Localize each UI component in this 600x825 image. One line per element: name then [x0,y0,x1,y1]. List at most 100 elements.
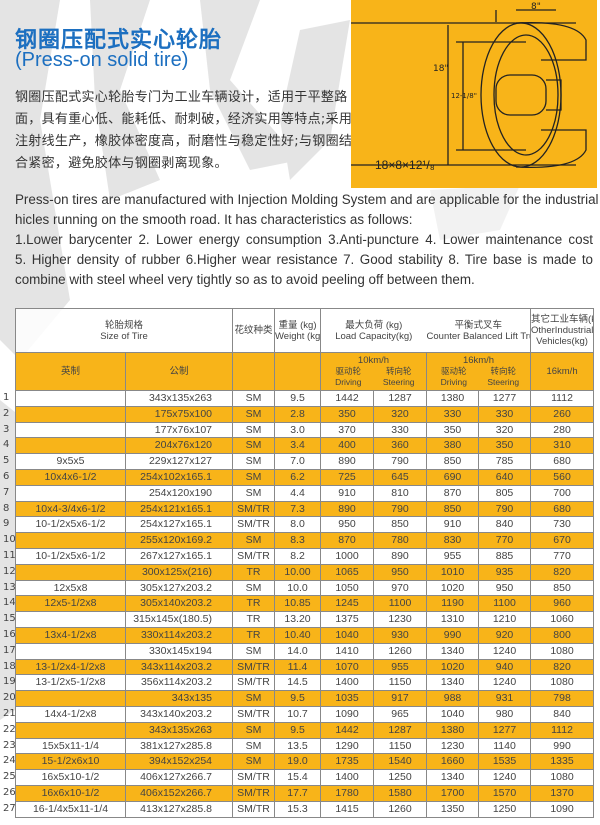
driving-label: 驱动轮 [335,365,362,376]
table-row: 330x145x194 SM 14.0 1410 1260 1340 1240 1080 [15,642,595,660]
imperial-header: 英制 [15,352,126,391]
imperial-size-cell [15,390,126,407]
metric-size-cell: 254x127x165.1 [125,516,233,534]
weight-cell: 15.3 [274,800,321,818]
description-line: combine with steel wheel very tightly so… [15,272,475,287]
lift-steering-cell: 940 [478,658,532,676]
weight-cell: 4.4 [274,484,321,502]
imperial-size-cell [15,721,126,739]
outer-diameter-label: 18" [433,64,449,74]
width-dimension-label: 8" [531,2,541,12]
speed-10-header: 10km/h 驱动轮 转向轮 Driving Steering [319,352,428,391]
lift-steering-cell: 805 [478,484,532,502]
table-row: 12x5x8 305x127x203.2 SM 10.0 1050 970 1020 950 8… [15,579,595,597]
other-vehicles-cell: 1112 [530,721,595,739]
metric-size-cell: 175x75x100 [125,405,233,423]
metric-size-cell: 394x152x254 [125,753,233,771]
load-steering-cell: 645 [372,468,428,486]
table-row: 16x6x10-1/2 406x152x266.7 SM/TR 17.7 1780 158… [15,784,595,802]
other-vehicles-cell: 820 [530,563,595,581]
weight-cell: 13.20 [274,611,321,628]
driving-label: Driving [335,376,362,387]
metric-size-cell: 381x127x285.8 [125,737,233,755]
other-vehicles-cell: 820 [530,658,595,676]
weight-cell: 14.5 [274,674,321,692]
load-driving-cell: 1442 [320,390,374,407]
pattern-cell: SM/TR [232,500,275,518]
lift-steering-cell: 790 [478,500,532,518]
load-driving-cell: 1040 [320,626,374,644]
row-number: 14 [3,597,16,609]
lift-steering-cell: 1210 [478,611,532,628]
metric-size-cell: 343x140x203.2 [125,705,233,723]
lift-driving-cell: 1340 [426,674,480,692]
metric-size-cell: 343x135x263 [125,390,233,407]
weight-cell: 13.5 [274,737,321,755]
lift-driving-cell: 955 [426,547,480,565]
pattern-cell: SM [232,421,275,439]
lift-steering-cell: 330 [478,405,532,423]
metric-size-cell: 343x135x263 [125,721,233,739]
driving-label: 驱动轮 [441,365,467,376]
table-row: 10-1/2x5x6-1/2 254x127x165.1 SM/TR 8.0 950 85… [15,516,595,534]
table-row: 14x4-1/2x8 343x140x203.2 SM/TR 10.7 1090 965 1… [15,705,595,723]
pattern-cell: SM [232,405,275,423]
lift-steering-cell: 931 [478,690,532,707]
lift-steering-cell: 840 [478,516,532,534]
pattern-cell: TR [232,611,275,628]
row-number: 4 [3,439,10,451]
row-number: 16 [3,628,16,640]
lift-driving-cell: 830 [426,532,480,549]
pattern-cell: SM [232,737,275,755]
pattern-cell: SM [232,753,275,771]
size-header-en: Size of Tire [100,330,148,342]
load-steering-cell: 330 [372,421,428,439]
size-header-cn: 轮胎规格 [104,319,143,331]
lift-driving-cell: 350 [426,421,480,439]
weight-header-en: Weight (kg) [275,330,321,342]
row-number: 5 [3,455,10,467]
lift-steering-cell: 1240 [478,674,532,692]
steering-label: 转向轮 [385,365,412,376]
row-number: 26 [3,786,16,798]
row-number: 6 [3,470,10,482]
row-number: 19 [3,676,16,688]
imperial-size-cell [15,532,126,549]
subheader-row: 英制 公制 10km/h 驱动轮 转向轮 Driving Steering 16km… [15,352,595,391]
metric-size-cell: 254x120x190 [125,484,233,502]
lift-driving-cell: 870 [426,484,480,502]
lift-steering-cell: 1570 [478,784,532,802]
table-row: 175x75x100 SM 2.8 350 320 330 330 260 [15,405,595,423]
imperial-size-cell: 12x5-1/2x8 [15,595,126,613]
imperial-size-cell: 15x5x11-1/4 [15,737,126,755]
lift-driving-cell: 1380 [426,390,480,407]
page-title: 钢圈压配式实心轮胎 [15,28,223,53]
pattern-cell: TR [232,595,275,613]
imperial-size-cell [15,437,126,455]
lift-driving-cell: 1190 [426,595,480,613]
lift-steering-cell: 1140 [478,737,532,755]
imperial-size-cell [15,563,126,581]
weight-cell: 9.5 [274,721,321,739]
tire-drawing [351,9,587,169]
table-row: 10-1/2x5x6-1/2 267x127x165.1 SM/TR 8.2 1000 8… [15,547,595,565]
lift-driving-cell: 1340 [426,769,480,786]
lift-steering-cell: 640 [478,468,532,486]
other-vehicles-cell: 1335 [530,753,595,771]
weight-cell: 7.3 [274,500,321,518]
other-vehicles-cell: 730 [530,516,595,534]
pattern-cell: SM/TR [232,516,275,534]
row-number: 18 [3,660,16,672]
metric-size-cell: 254x121x165.1 [125,500,233,518]
other-vehicles-cell: 560 [530,468,595,486]
imperial-size-cell: 10-1/2x5x6-1/2 [15,516,126,534]
empty-header [232,352,275,391]
table-row: 177x76x107 SM 3.0 370 330 350 320 280 [15,421,595,439]
speed-16-other-header: 16km/h [530,352,595,391]
load-driving-cell: 1735 [320,753,374,771]
other-vehicles-cell: 800 [530,626,595,644]
pattern-cell: TR [232,563,275,581]
table-row: 13x4-1/2x8 330x114x203.2 TR 10.40 1040 930 990… [15,626,595,644]
